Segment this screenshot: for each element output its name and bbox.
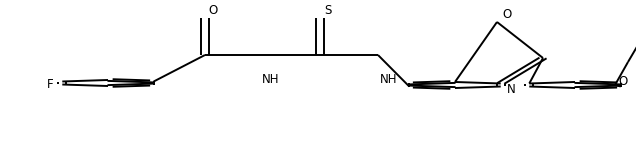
Text: S: S [324, 4, 331, 17]
Text: N: N [507, 83, 516, 96]
Text: O: O [209, 4, 218, 17]
Text: NH: NH [262, 73, 279, 86]
Text: NH: NH [380, 73, 398, 86]
Text: O: O [502, 8, 511, 21]
Text: F: F [47, 78, 53, 91]
Text: O: O [618, 75, 628, 88]
